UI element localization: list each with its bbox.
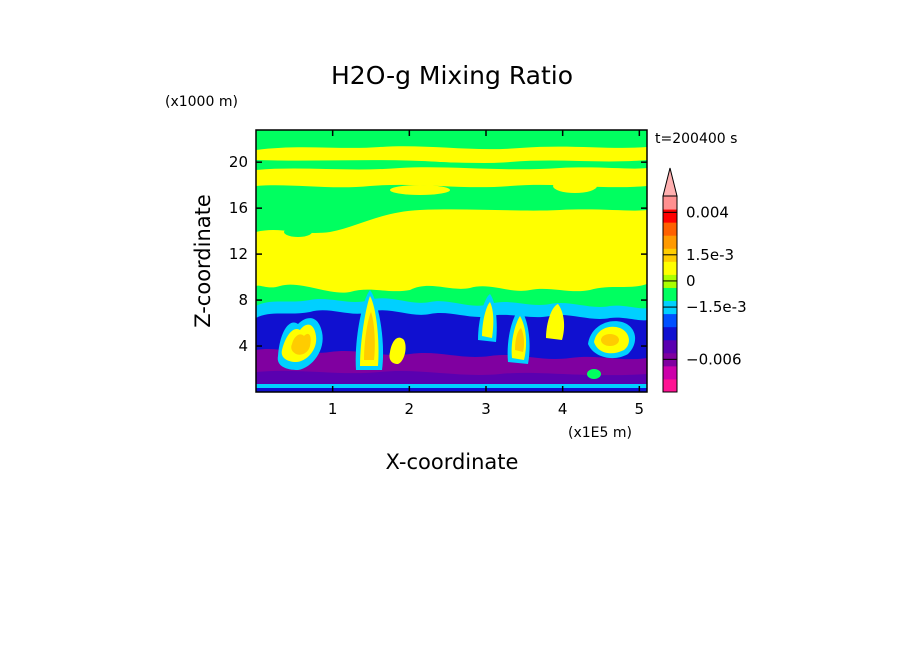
surface-strip: [256, 388, 647, 392]
x-tick-label: 1: [328, 400, 338, 418]
y-axis-title: Z-coordinate: [191, 194, 215, 328]
convective-plumes: [277, 290, 636, 370]
yellow-blob: [390, 185, 450, 195]
plot-frame: [255, 129, 648, 393]
plume: [364, 312, 375, 360]
plume: [291, 333, 311, 355]
colorbar-label: −0.006: [686, 350, 742, 368]
top-yellow-band: [256, 146, 647, 164]
yellow-blob: [553, 179, 597, 193]
colorbar-segment: [663, 365, 677, 380]
colorbar-extension: [662, 167, 678, 197]
colorbar-segment: [663, 287, 677, 302]
y-tick-label: 8: [238, 291, 248, 309]
plume-core: [601, 334, 619, 346]
plot-area: [256, 130, 647, 392]
y-tick-label: 4: [238, 337, 248, 355]
x-axis: 1 2 3 4 5: [328, 130, 644, 418]
colorbar-label: 1.5e-3: [686, 246, 734, 264]
upper-green-strip: [256, 160, 647, 168]
y-axis: 4 8 12 16 20: [229, 153, 647, 355]
x-unit-label: (x1E5 m): [568, 425, 632, 441]
colorbar-segment: [663, 378, 677, 393]
colorbar-label: 0.004: [686, 203, 729, 221]
plume: [389, 337, 406, 364]
colorbar-segment: [663, 313, 677, 328]
green-pocket: [284, 227, 312, 237]
colorbar-frame: [662, 195, 678, 393]
chart-title: H2O-g Mixing Ratio: [331, 61, 573, 90]
plume: [482, 302, 494, 338]
colorbar-segment: [663, 196, 677, 210]
colorbar-segment: [663, 261, 677, 275]
colorbar-segment: [663, 222, 677, 236]
colorbar-label: 0: [686, 272, 696, 290]
plume: [515, 328, 525, 352]
colorbar-segment: [663, 209, 677, 223]
plume: [546, 304, 565, 340]
y-tick-label: 16: [229, 199, 248, 217]
main-yellow-band: [256, 209, 647, 293]
surface-blob: [587, 369, 601, 379]
y-tick-label: 12: [229, 245, 248, 263]
colorbar-segment: [663, 339, 677, 354]
time-label: t=200400 s: [655, 131, 737, 147]
x-tick-label: 4: [558, 400, 568, 418]
colorbar-segment: [663, 326, 677, 341]
colorbar: 0.004 1.5e-3 0 −1.5e-3 −0.006: [662, 167, 747, 393]
colorbar-segment: [663, 235, 677, 249]
x-tick-label: 5: [635, 400, 645, 418]
second-yellow-band: [256, 167, 647, 188]
x-axis-title: X-coordinate: [386, 450, 519, 474]
x-tick-label: 2: [405, 400, 415, 418]
x-tick-label: 3: [481, 400, 491, 418]
y-unit-label: (x1000 m): [165, 94, 238, 110]
y-tick-label: 20: [229, 153, 248, 171]
colorbar-label: −1.5e-3: [686, 298, 747, 316]
